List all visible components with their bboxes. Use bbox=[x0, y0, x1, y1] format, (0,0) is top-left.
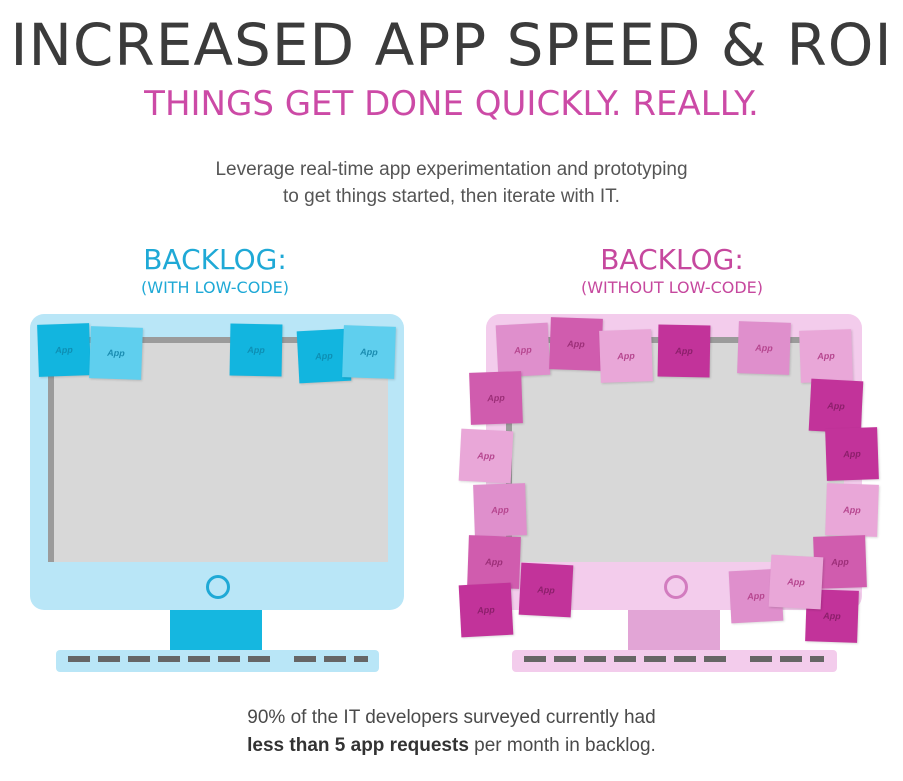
sticky-note-app: App bbox=[825, 483, 879, 537]
sticky-note-app: App bbox=[495, 322, 551, 378]
monitor-stand bbox=[170, 610, 262, 654]
sticky-note-app: App bbox=[737, 321, 791, 375]
sticky-note-app: App bbox=[799, 329, 853, 383]
intro-text: Leverage real-time app experimentation a… bbox=[0, 156, 903, 210]
sticky-note-app: App bbox=[89, 326, 143, 380]
footer-line-1: 90% of the IT developers surveyed curren… bbox=[247, 707, 656, 728]
sticky-note-app: App bbox=[458, 582, 514, 638]
sticky-note-app: App bbox=[342, 325, 396, 379]
keyboard-keys bbox=[524, 656, 824, 662]
keyboard bbox=[56, 650, 379, 672]
intro-line-2: to get things started, then iterate with… bbox=[283, 186, 620, 207]
keyboard-keys bbox=[68, 656, 368, 662]
footer-line-2: less than 5 app requests per month in ba… bbox=[0, 732, 903, 760]
sticky-note-app: App bbox=[599, 329, 653, 383]
sticky-note-app: App bbox=[549, 317, 603, 371]
right-backlog-title: BACKLOG: bbox=[600, 243, 744, 276]
sticky-note-app: App bbox=[467, 535, 521, 589]
sticky-note-app: App bbox=[518, 562, 574, 618]
left-backlog-subtitle: (WITH LOW-CODE) bbox=[141, 278, 289, 297]
sticky-note-app: App bbox=[808, 378, 864, 434]
sticky-note-app: App bbox=[473, 483, 527, 537]
power-button-icon bbox=[664, 575, 688, 599]
sticky-note-app: App bbox=[768, 554, 824, 610]
page-subtitle: THINGS GET DONE QUICKLY. REALLY. bbox=[144, 84, 759, 124]
right-backlog-subtitle: (WITHOUT LOW-CODE) bbox=[580, 278, 764, 297]
sticky-note-app: App bbox=[469, 371, 523, 425]
footer-line-2-rest: per month in backlog. bbox=[468, 735, 656, 756]
footer-highlight: less than 5 app requests bbox=[247, 735, 469, 756]
sticky-note-app: App bbox=[458, 428, 514, 484]
sticky-note-app: App bbox=[229, 323, 283, 377]
monitor-stand bbox=[628, 610, 720, 654]
sticky-note-app: App bbox=[37, 323, 91, 377]
intro-line-1: Leverage real-time app experimentation a… bbox=[215, 159, 688, 180]
left-backlog-title: BACKLOG: bbox=[143, 243, 287, 276]
sticky-note-app: App bbox=[657, 324, 711, 378]
page-title: INCREASED APP SPEED & ROI bbox=[10, 11, 893, 79]
footer-stat: 90% of the IT developers surveyed curren… bbox=[0, 704, 903, 760]
power-button-icon bbox=[206, 575, 230, 599]
sticky-note-app: App bbox=[825, 427, 879, 481]
